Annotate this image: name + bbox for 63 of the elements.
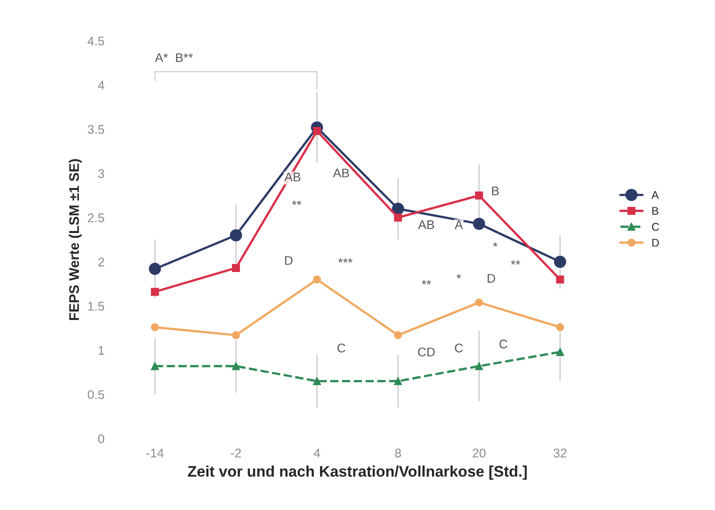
legend-label: D — [652, 238, 659, 247]
annotation: B — [492, 186, 499, 196]
point — [475, 192, 484, 200]
legend-label: B — [652, 207, 658, 215]
annotation: D — [488, 274, 496, 283]
x-axis-title: Zeit vor und nach Kastration/Vollnarkose [Std.] — [188, 466, 527, 480]
point — [232, 362, 240, 370]
point — [554, 256, 566, 268]
point — [394, 331, 402, 340]
x-tick-label: -2 — [230, 448, 241, 458]
point — [394, 214, 402, 222]
annotation: C — [337, 344, 346, 352]
annotation: D — [285, 256, 293, 265]
annotation: C — [454, 344, 463, 352]
x-tick-label: -14 — [146, 448, 164, 458]
annotation: * — [456, 274, 462, 278]
annotation: ** — [510, 260, 520, 265]
annotation: C — [499, 340, 508, 348]
x-tick-label: 8 — [395, 448, 401, 458]
point — [232, 264, 240, 272]
annotation: * — [493, 242, 498, 247]
legend-label: C — [652, 222, 660, 231]
y-tick-label: 4.5 — [88, 36, 104, 46]
annotation: AB — [332, 168, 349, 178]
y-tick-label: 4 — [98, 80, 104, 90]
y-tick-label: 1.5 — [88, 302, 104, 311]
x-tick-label: 20 — [472, 448, 486, 458]
y-tick-label: 1 — [98, 346, 104, 355]
legend-label: A — [651, 191, 659, 199]
x-tick-label: 4 — [314, 448, 320, 458]
point — [232, 331, 240, 340]
point — [312, 126, 321, 135]
annotation: A — [454, 220, 463, 230]
y-tick-label: 2.5 — [88, 213, 104, 222]
y-tick-label: 2 — [98, 258, 104, 266]
y-tick-label: 0 — [98, 434, 104, 444]
point — [312, 275, 321, 284]
point — [472, 218, 486, 230]
x-tick-label: 32 — [554, 448, 566, 458]
annotation: AB — [418, 220, 434, 230]
point — [230, 229, 242, 242]
point — [150, 288, 159, 296]
point — [148, 262, 161, 275]
point — [556, 348, 564, 356]
point — [475, 298, 484, 306]
point — [556, 275, 564, 284]
point — [150, 362, 159, 370]
point — [312, 377, 321, 386]
annotation: AB — [284, 172, 300, 182]
point — [394, 377, 402, 386]
y-tick-label: 0.5 — [88, 390, 104, 400]
y-tick-label: 3 — [98, 169, 104, 178]
y-axis-title: FEPS Werte (LSM ±1 SE) — [68, 159, 82, 320]
y-tick-label: 3.5 — [88, 125, 104, 134]
annotation: ** — [292, 200, 302, 205]
point — [556, 323, 564, 332]
annotation: *** — [338, 258, 352, 263]
point — [392, 202, 404, 215]
annotation: A* B** — [154, 53, 193, 62]
point — [475, 362, 484, 370]
annotation: CD — [418, 348, 435, 356]
annotation: ** — [422, 280, 432, 284]
point — [150, 323, 159, 332]
